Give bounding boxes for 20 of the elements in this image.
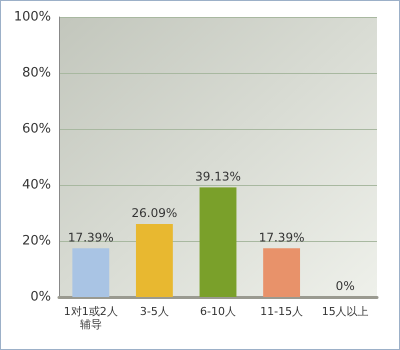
x-tick-label: 11-15人 (260, 305, 304, 318)
x-tick-label: 3-5人 (140, 305, 169, 318)
x-tick-label: 15人以上 (322, 305, 369, 318)
bar (263, 248, 300, 297)
bar (200, 187, 236, 297)
data-label: 0% (336, 279, 355, 293)
data-label: 39.13% (195, 169, 241, 184)
data-label: 17.39% (68, 230, 114, 244)
y-tick-label: 20% (22, 234, 51, 248)
x-tick-label: 6-10人 (200, 305, 236, 318)
y-tick-label: 40% (22, 178, 51, 192)
data-label: 26.09% (132, 206, 178, 220)
y-tick-label: 100% (14, 10, 51, 24)
y-tick-label: 0% (30, 290, 51, 304)
bar (136, 224, 173, 297)
y-tick-label: 60% (22, 122, 51, 136)
x-tick-label: 1对1或2人辅导 (64, 305, 118, 331)
data-label: 17.39% (258, 230, 304, 244)
bar (72, 248, 110, 297)
y-tick-label: 80% (22, 66, 51, 80)
